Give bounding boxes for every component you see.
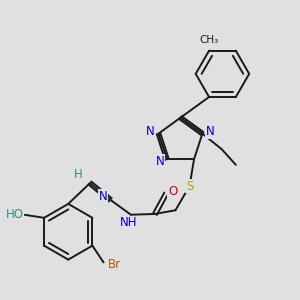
Text: S: S	[186, 180, 193, 193]
Text: N: N	[99, 190, 107, 202]
Text: Br: Br	[107, 258, 121, 271]
Text: N: N	[206, 125, 215, 138]
Text: O: O	[168, 185, 178, 198]
Text: H: H	[74, 169, 82, 182]
Text: NH: NH	[120, 216, 138, 230]
Text: CH₃: CH₃	[200, 35, 219, 45]
Text: HO: HO	[5, 208, 23, 221]
Text: N: N	[156, 155, 165, 168]
Text: N: N	[146, 125, 155, 138]
